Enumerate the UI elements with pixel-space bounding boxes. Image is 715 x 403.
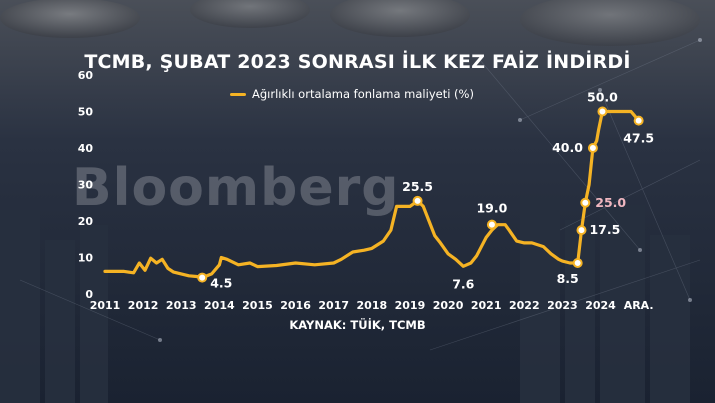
x-tick-label: 2022	[509, 299, 540, 312]
chart-title: TCMB, ŞUBAT 2023 SONRASI İLK KEZ FAİZ İN…	[84, 51, 631, 73]
x-tick-label: 2018	[357, 299, 388, 312]
x-tick-label: 2023	[547, 299, 578, 312]
data-point-marker	[580, 197, 591, 208]
y-tick-label: 50	[78, 106, 94, 119]
data-label: 4.5	[210, 276, 232, 291]
x-tick-label: 2013	[166, 299, 197, 312]
x-tick-label: 2021	[471, 299, 502, 312]
x-tick-label: 2024	[585, 299, 616, 312]
data-labels: 4.5 25.5 7.6 19.0 8.5 17.5 25.0 40.0 50.0 47.5	[197, 90, 654, 291]
data-point-marker	[633, 115, 644, 126]
data-label: 19.0	[476, 201, 507, 216]
data-label: 47.5	[623, 131, 654, 146]
x-tick-label: 2012	[128, 299, 159, 312]
data-point-marker	[576, 225, 587, 236]
x-tick-label: 2017	[318, 299, 349, 312]
legend-swatch	[230, 92, 246, 96]
data-label: 8.5	[557, 271, 579, 286]
x-tick-label: 2015	[242, 299, 273, 312]
x-axis: 2011 2012 2013 2014 2015 2016 2017 2018 2019 2020…	[90, 299, 654, 312]
data-point-marker	[597, 106, 608, 117]
data-point-marker	[572, 257, 583, 268]
y-tick-label: 0	[85, 288, 93, 301]
y-tick-label: 30	[78, 179, 94, 192]
data-point-marker	[587, 143, 598, 153]
x-tick-label: 2014	[204, 299, 235, 312]
x-tick-label: 2016	[280, 299, 311, 312]
x-tick-label: 2019	[395, 299, 426, 312]
data-point-marker	[486, 219, 497, 230]
y-tick-label: 20	[78, 215, 94, 228]
series-line	[103, 109, 641, 280]
data-label: 25.0	[595, 195, 626, 210]
bloomberg-watermark: Bloomberg	[72, 158, 400, 218]
source-note: KAYNAK: TÜİK, TCMB	[289, 318, 426, 332]
data-label: 40.0	[552, 140, 583, 155]
legend-label: Ağırlıklı ortalama fonlama maliyeti (%)	[252, 87, 474, 101]
series-group	[103, 109, 641, 280]
y-tick-label: 10	[78, 252, 94, 265]
data-label: 17.5	[589, 222, 620, 237]
data-label: 25.5	[402, 179, 433, 194]
y-axis: 0 10 20 30 40 50 60	[78, 69, 94, 301]
x-tick-label: ARA.	[624, 299, 654, 312]
chart-legend: Ağırlıklı ortalama fonlama maliyeti (%)	[230, 87, 474, 101]
data-point-marker	[197, 272, 208, 283]
y-tick-label: 40	[78, 142, 94, 155]
x-tick-label: 2011	[90, 299, 121, 312]
x-tick-label: 2020	[433, 299, 464, 312]
data-label: 50.0	[587, 90, 618, 105]
data-label: 7.6	[452, 276, 474, 291]
data-point-marker	[412, 195, 423, 206]
y-tick-label: 60	[78, 69, 94, 82]
